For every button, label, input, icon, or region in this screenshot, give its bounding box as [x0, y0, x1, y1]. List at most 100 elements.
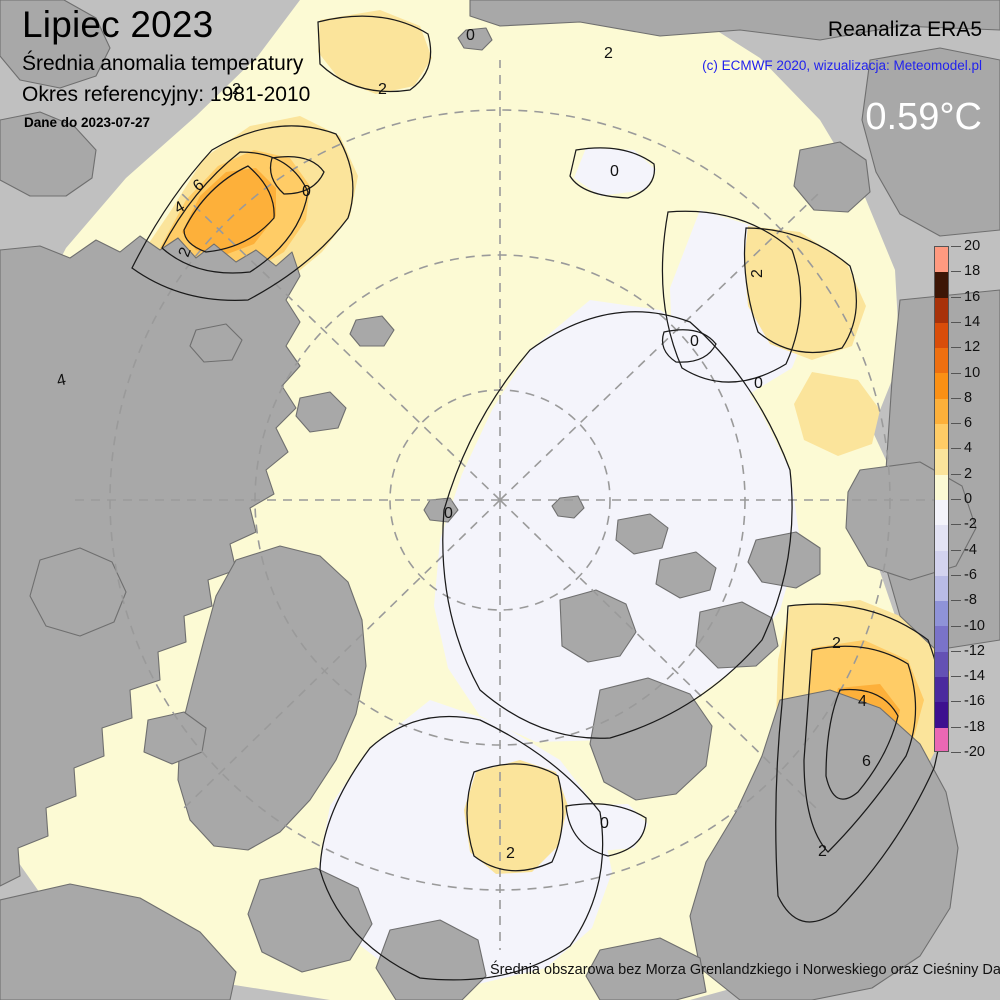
- colorbar-band-2-to-4: [935, 449, 948, 475]
- area-mean-value: 0.59°C: [865, 96, 982, 138]
- contour-0-patch-a: [569, 147, 656, 199]
- colorbar-tick-0: [951, 499, 961, 500]
- credit-link[interactable]: (c) ECMWF 2020, wizualizacja: Meteomodel…: [702, 58, 982, 73]
- contour-lines: [131, 15, 943, 981]
- land-ne-siberia: [861, 47, 1000, 237]
- colorbar-tick-20: [951, 246, 961, 247]
- colorbar-tick-label--8: -8: [964, 592, 977, 609]
- contour-2-canada: [775, 603, 943, 923]
- contour-0-ne: [661, 210, 802, 383]
- land-europe-sw: [0, 883, 237, 1000]
- colorbar-tick-label--20: -20: [964, 744, 985, 760]
- colorbar-band-14-to-16: [935, 297, 948, 323]
- colorbar-band--4-to--2: [935, 525, 948, 551]
- colorbar-tick--4: [951, 549, 961, 551]
- colorbar-band--20-to--18: [935, 727, 948, 751]
- contour-labels: 6 4 4 2 2 2 2 0 0 0 0 2 0 2 4 6 2 0 2 0: [55, 27, 871, 862]
- colorbar-tick-label-4: 4: [964, 440, 973, 457]
- colorbar-tick-label--2: -2: [964, 516, 977, 533]
- colorbar-band--16-to--14: [935, 677, 948, 703]
- colorbar-tick-6: [951, 423, 961, 425]
- graticule-lon-135w: [181, 499, 501, 811]
- contour-6-siberia: [183, 165, 275, 253]
- colorbar-tick--6: [951, 574, 961, 576]
- page-title: Lipiec 2023: [22, 4, 214, 45]
- colorbar-tick-12: [951, 347, 961, 349]
- contour-4-siberia: [161, 151, 309, 274]
- contour-label-0-south: 0: [600, 815, 609, 832]
- land-island-b: [615, 513, 669, 555]
- colorbar-tick-label-20: 20: [964, 238, 981, 254]
- colorbar-tick-18: [951, 271, 961, 273]
- subtitle-variable: Średnia anomalia temperatury: [22, 52, 304, 75]
- colorbar[interactable]: 20 18 16 14 12 10 8 6 4 2 0 -2 -4 -6 -8 -10 -12 -14 -16 -18…: [934, 238, 1000, 760]
- colorbar-tick-label-8: 8: [964, 389, 973, 406]
- colorbar-tick-10: [951, 372, 961, 374]
- land-victoria: [695, 601, 779, 669]
- contour-label-2-kara: 2: [378, 81, 387, 98]
- contern-label-0-chuk: 0: [754, 375, 763, 392]
- colorbar-band--8-to--6: [935, 575, 948, 602]
- contour-label-2-chukotka: 2: [749, 269, 766, 278]
- contour-label-0-ne: 0: [690, 333, 699, 350]
- land-se-patch: [585, 937, 707, 1000]
- colorbar-tick--12: [951, 650, 961, 652]
- land-small-1: [423, 497, 459, 523]
- band-minus2-0-patch-d: [566, 804, 648, 852]
- band-2-4-ne-edge: [794, 372, 880, 456]
- contour-label-0-north: 0: [610, 163, 619, 180]
- colorbar-gradient: [934, 246, 949, 752]
- contour-label-0-mid: 0: [444, 505, 453, 522]
- land-greenland: [177, 545, 367, 851]
- colorbar-tick--2: [951, 524, 961, 526]
- contour-4-canada: [803, 645, 917, 853]
- land-scandinavia: [29, 547, 127, 637]
- land-fjl: [349, 315, 395, 347]
- land-baffin: [589, 677, 713, 801]
- colorbar-tick-label-14: 14: [964, 313, 981, 330]
- land-chukotka: [793, 141, 871, 213]
- contour-label-2-south: 2: [506, 845, 515, 862]
- contour-2-siberia: [131, 125, 354, 302]
- contour-2-south: [466, 763, 564, 872]
- contour-0-central: [442, 311, 793, 739]
- contour-label-2-se: 2: [818, 843, 827, 860]
- colorbar-tick-label-18: 18: [964, 263, 981, 280]
- colorbar-tick-label-6: 6: [964, 415, 973, 432]
- reanalysis-label: Reanaliza ERA5: [827, 18, 982, 41]
- contour-2-chukotka: [743, 227, 858, 354]
- contour-label-0-left: 0: [302, 183, 311, 200]
- contour-label-2-topright: 2: [604, 45, 613, 62]
- colorbar-tick--20: [951, 752, 961, 753]
- colorbar-tick-8: [951, 397, 961, 399]
- land-island-a: [655, 551, 717, 599]
- colorbar-tick-4: [951, 448, 961, 450]
- colorbar-tick-16: [951, 296, 961, 298]
- land-canada: [689, 689, 959, 1000]
- colorbar-band--18-to--16: [935, 702, 948, 728]
- colorbar-band--2-to-0: [935, 499, 948, 526]
- colorbar-tick-label--16: -16: [964, 693, 985, 710]
- colorbar-band-18-to-20: [935, 247, 948, 273]
- band-2-4-south: [464, 760, 568, 874]
- data-note: Dane do 2023-07-27: [24, 115, 151, 130]
- colorbar-band--6-to--4: [935, 550, 948, 576]
- colorbar-band-8-to-10: [935, 373, 948, 399]
- land-yamal: [0, 0, 111, 89]
- contour-0-patch-b: [661, 329, 717, 363]
- colorbar-tick-label-16: 16: [964, 288, 981, 305]
- footnote: Średnia obszarowa bez Morza Grenlandzkie…: [490, 962, 1000, 978]
- contour-0-patch-d: [565, 803, 647, 857]
- colorbar-tick-label--12: -12: [964, 642, 985, 659]
- colorbar-tick-label--14: -14: [964, 668, 985, 685]
- colorbar-band--14-to--12: [935, 651, 948, 678]
- colorbar-tick-label--10: -10: [964, 617, 985, 634]
- band-2-4-chukotka: [744, 226, 866, 360]
- colorbar-band-10-to-12: [935, 348, 948, 374]
- colorbar-tick-label-12: 12: [964, 339, 981, 356]
- colorbar-tick-2: [951, 473, 961, 475]
- colorbar-tick-label--6: -6: [964, 566, 977, 583]
